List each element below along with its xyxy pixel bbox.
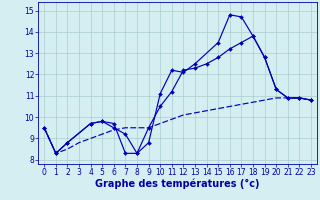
X-axis label: Graphe des températures (°c): Graphe des températures (°c)	[95, 179, 260, 189]
